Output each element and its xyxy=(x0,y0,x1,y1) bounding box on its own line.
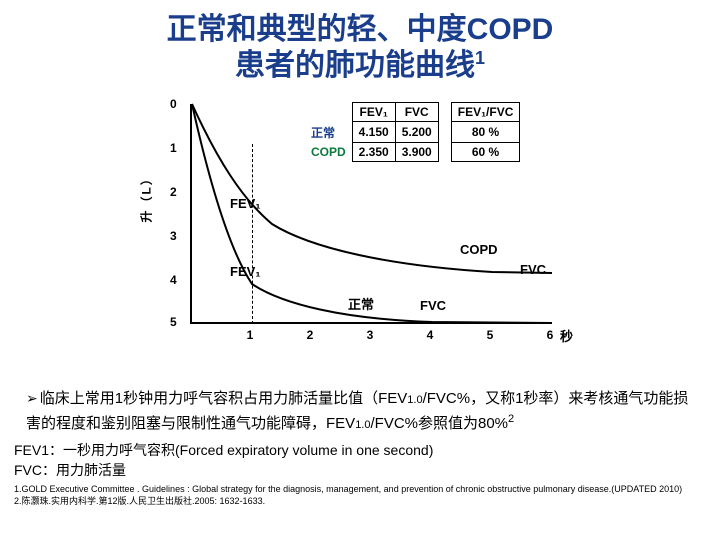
table-header-row: FEV₁ FVC FEV₁/FVC xyxy=(305,103,520,122)
ref-2: 2.陈灏珠.实用内科学.第12版.人民卫生出版社.2005: 1632-1633… xyxy=(14,496,706,508)
y-axis-label: 升（L） xyxy=(138,171,155,222)
row-label-copd: COPD xyxy=(305,143,352,162)
definitions: FEV1：一秒用力呼气容积(Forced expiratory volume i… xyxy=(14,441,706,480)
ytick-0: 0 xyxy=(170,97,177,111)
xtick-1: 1 xyxy=(247,328,254,342)
label-fev1-copd: FEV₁ xyxy=(230,196,261,211)
xtick-6: 6 xyxy=(547,328,554,342)
title-line1: 正常和典型的轻、中度COPD xyxy=(167,13,554,46)
bullet-text: ➢临床上常用1秒钟用力呼气容积占用力肺活量比值（FEV1.0/FVC%，又称1秒… xyxy=(26,388,694,435)
label-fev1-normal: FEV₁ xyxy=(230,264,261,279)
label-copd: COPD xyxy=(460,242,498,257)
ytick-3: 3 xyxy=(170,229,177,243)
xtick-4: 4 xyxy=(427,328,434,342)
label-fvc1: FVC xyxy=(520,262,546,277)
bullet-t3: /FVC%参照值为80% xyxy=(370,415,508,432)
title-line2: 患者的肺功能曲线 xyxy=(235,49,475,82)
spirometry-table: FEV₁ FVC FEV₁/FVC 正常 4.150 5.200 80 % CO… xyxy=(305,102,520,162)
spirometry-chart: 0 1 2 3 4 5 1 2 3 4 5 6 升（L） 秒 FEV₁ FEV₁… xyxy=(140,94,580,374)
th-fvc: FVC xyxy=(395,103,438,122)
cell-normal-fvc: 5.200 xyxy=(395,122,438,143)
bullet-t1: 临床上常用1秒钟用力呼气容积占用力肺活量比值（FEV xyxy=(40,390,408,407)
cell-copd-ratio: 60 % xyxy=(451,143,520,162)
ref-1: 1.GOLD Executive Committee . Guidelines … xyxy=(14,484,706,496)
xtick-5: 5 xyxy=(487,328,494,342)
bullet-sub1: 1.0 xyxy=(407,394,422,406)
th-fev1: FEV₁ xyxy=(352,103,395,122)
cell-copd-fvc: 3.900 xyxy=(395,143,438,162)
bullet-sub2: 1.0 xyxy=(355,419,370,431)
references: 1.GOLD Executive Committee . Guidelines … xyxy=(14,484,706,507)
title-sup: 1 xyxy=(475,48,485,68)
ytick-4: 4 xyxy=(170,273,177,287)
cell-normal-fev1: 4.150 xyxy=(352,122,395,143)
cell-copd-fev1: 2.350 xyxy=(352,143,395,162)
th-ratio: FEV₁/FVC xyxy=(451,103,520,122)
row-label-normal: 正常 xyxy=(305,122,352,143)
label-normal: 正常 xyxy=(348,294,374,313)
slide-title: 正常和典型的轻、中度COPD 患者的肺功能曲线1 xyxy=(0,12,720,84)
th-empty xyxy=(305,103,352,122)
ytick-1: 1 xyxy=(170,141,177,155)
table-row-normal: 正常 4.150 5.200 80 % xyxy=(305,122,520,143)
bullet-arrow-icon: ➢ xyxy=(26,390,38,406)
label-fvc2: FVC xyxy=(420,298,446,313)
def-fvc: FVC：用力肺活量 xyxy=(14,461,706,481)
def-fev1: FEV1：一秒用力呼气容积(Forced expiratory volume i… xyxy=(14,441,706,461)
bullet-sup: 2 xyxy=(508,413,514,425)
table-row-copd: COPD 2.350 3.900 60 % xyxy=(305,143,520,162)
dashed-line-1s xyxy=(252,144,253,324)
xtick-3: 3 xyxy=(367,328,374,342)
xtick-2: 2 xyxy=(307,328,314,342)
ytick-5: 5 xyxy=(170,315,177,329)
ytick-2: 2 xyxy=(170,185,177,199)
x-axis-label: 秒 xyxy=(560,326,573,345)
cell-normal-ratio: 80 % xyxy=(451,122,520,143)
